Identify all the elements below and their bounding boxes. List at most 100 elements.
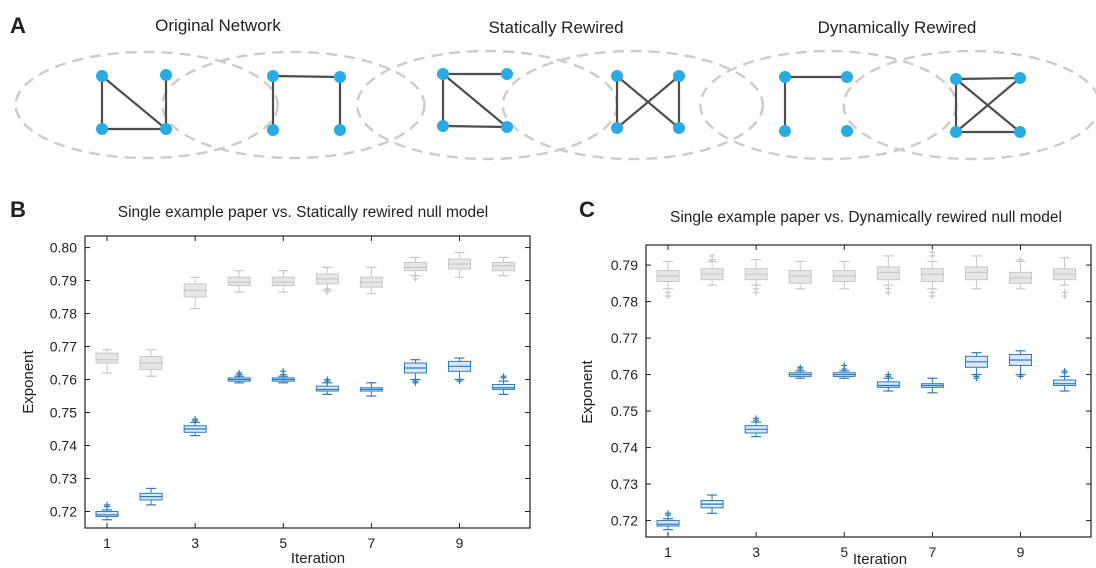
x-tick-label: 3	[191, 535, 199, 551]
x-tick-label: 9	[1017, 544, 1025, 560]
network-node	[334, 124, 346, 136]
y-tick-label: 0.75	[50, 405, 77, 421]
panel-c-chart: C Single example paper vs. Dynamically r…	[579, 197, 1092, 568]
panel-letter-b: B	[10, 197, 26, 222]
chart-title-c: Single example paper vs. Dynamically rew…	[670, 209, 1062, 226]
null-model-box	[183, 276, 207, 310]
x-tick-label: 5	[840, 544, 848, 560]
y-tick-label: 0.77	[611, 330, 638, 346]
network-node	[160, 69, 172, 81]
paper-box	[139, 487, 163, 506]
network-node	[334, 71, 346, 83]
network-edge	[955, 77, 1021, 133]
network-title-static: Statically Rewired	[488, 18, 623, 37]
network-community-outline	[842, 49, 1096, 161]
network-node	[611, 122, 623, 134]
null-model-box	[403, 256, 427, 282]
network-edge	[955, 76, 1021, 81]
network-node	[950, 126, 962, 138]
y-tick-label: 0.77	[50, 339, 77, 355]
null-model-box	[448, 251, 472, 278]
network-node	[267, 70, 279, 82]
box-body	[315, 385, 339, 392]
y-tick-label: 0.78	[50, 306, 77, 322]
plot-frame-b	[84, 235, 531, 529]
chart-title-b: Single example paper vs. Statically rewi…	[118, 204, 488, 221]
paper-box	[492, 373, 516, 395]
network-edge	[442, 73, 508, 128]
plot-area-c: 0.72 0.73 0.74 0.75 0.76 0.77 0.78 0.79 1 3 5 7 9	[611, 245, 1091, 560]
paper-box	[1009, 350, 1033, 380]
network-node	[841, 125, 853, 137]
x-tick-label: 7	[367, 535, 375, 551]
panel-letter-a: A	[10, 13, 26, 38]
plot-area-b: 0.72 0.73 0.74 0.75 0.76 0.77 0.78 0.79 0.80 1 3 5 7…	[50, 236, 530, 551]
box-body	[95, 511, 119, 517]
box-body	[271, 276, 295, 286]
paper-box	[656, 510, 680, 531]
null-model-box	[139, 349, 163, 377]
network-node	[96, 70, 108, 82]
box-body	[876, 381, 900, 388]
plot-frame-c	[645, 244, 1092, 538]
y-tick-label: 0.74	[611, 440, 638, 456]
y-tick-label: 0.73	[611, 476, 638, 492]
network-community-outline	[356, 49, 619, 161]
x-tick-label: 9	[456, 535, 464, 551]
y-tick-label: 0.76	[611, 367, 638, 383]
x-tick-label: 1	[103, 535, 111, 551]
network-node	[437, 68, 449, 80]
null-model-box	[876, 255, 900, 296]
null-model-box	[1009, 256, 1033, 290]
null-model-box	[492, 256, 516, 277]
paper-box	[271, 368, 295, 384]
network-node	[1014, 72, 1026, 84]
y-tick-label: 0.72	[50, 504, 77, 520]
x-tick-label: 3	[752, 544, 760, 560]
panel-b-chart: B Single example paper vs. Statically re…	[10, 197, 531, 567]
null-model-box	[271, 270, 295, 293]
paper-box	[788, 364, 812, 379]
network-node	[501, 121, 513, 133]
network-title-original: Original Network	[155, 16, 281, 35]
paper-box	[964, 352, 988, 382]
paper-box	[920, 377, 944, 394]
network-node	[611, 70, 623, 82]
network-node	[950, 73, 962, 85]
null-model-box	[832, 260, 856, 290]
network-node	[160, 123, 172, 135]
paper-box	[315, 376, 339, 395]
x-axis-label-c: Iteration	[853, 551, 907, 568]
x-axis-label-b: Iteration	[291, 550, 345, 567]
network-node	[673, 122, 685, 134]
network-community-outline	[161, 50, 426, 160]
null-model-box	[788, 260, 812, 290]
paper-box	[700, 494, 724, 514]
box-body	[920, 268, 944, 283]
paper-box	[183, 416, 207, 437]
network-node	[267, 124, 279, 136]
network-diagram-original	[14, 50, 426, 160]
network-diagram-dynamic	[699, 49, 1096, 161]
null-model-box	[700, 252, 724, 286]
box-body	[95, 352, 119, 364]
paper-box	[876, 371, 900, 392]
y-tick-label: 0.74	[50, 438, 77, 454]
paper-box	[448, 357, 472, 385]
y-tick-label: 0.75	[611, 403, 638, 419]
network-node	[673, 70, 685, 82]
y-tick-label: 0.79	[611, 257, 638, 273]
paper-box	[1053, 367, 1077, 392]
network-node	[779, 71, 791, 83]
paper-box	[95, 501, 119, 521]
network-edge	[101, 75, 167, 130]
box-body	[1053, 379, 1077, 387]
network-node	[96, 123, 108, 135]
paper-box	[832, 362, 856, 379]
network-edge	[616, 75, 680, 129]
y-tick-label: 0.76	[50, 372, 77, 388]
null-model-box	[964, 255, 988, 290]
box-body	[964, 266, 988, 281]
null-model-box	[227, 270, 251, 293]
